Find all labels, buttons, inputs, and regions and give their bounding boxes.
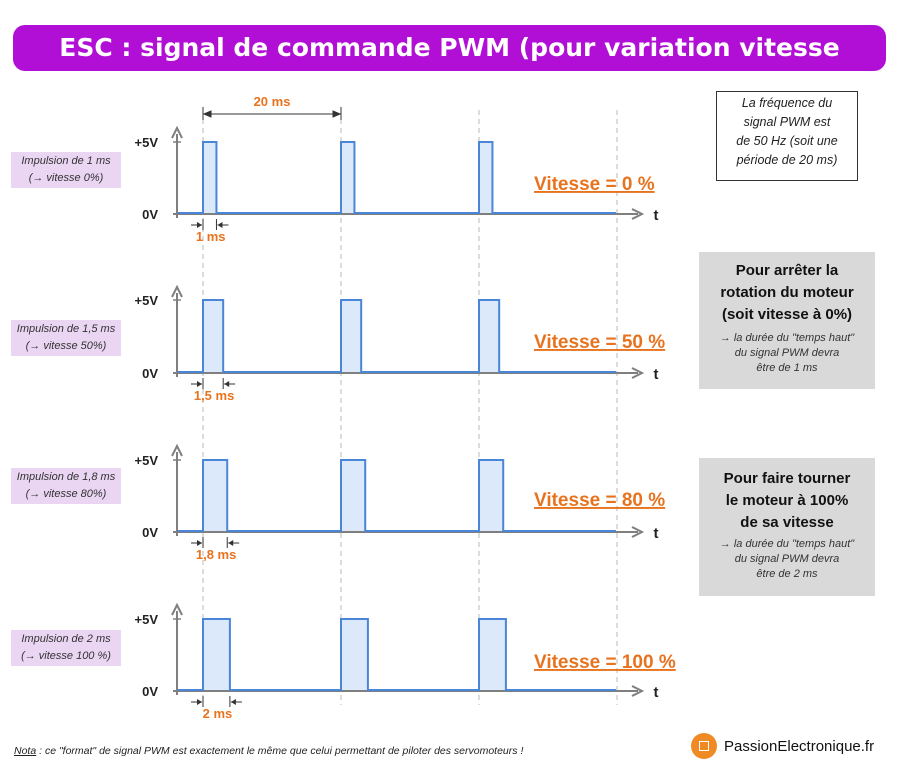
high-level-label: +5V	[135, 612, 159, 627]
pulse-fill	[479, 619, 506, 690]
side-label-line: Impulsion de 2 ms	[21, 633, 111, 645]
arrow-left-icon	[228, 540, 234, 546]
frequency-note-line: période de 20 ms)	[736, 153, 838, 167]
x-axis-arrow-icon	[631, 208, 645, 220]
x-axis-arrow-icon	[631, 685, 645, 697]
frequency-note-line: La fréquence du	[741, 96, 833, 110]
chip-logo-icon	[691, 733, 717, 759]
side-label-line: Impulsion de 1,8 ms	[16, 471, 116, 483]
time-axis-label: t	[654, 684, 659, 701]
pulse-fill	[341, 460, 366, 531]
low-level-label: 0V	[142, 684, 158, 699]
box-title-line: rotation du moteur	[720, 284, 854, 301]
box-sub-line: être de 1 ms	[756, 362, 818, 374]
brand-name: PassionElectronique.fr	[724, 737, 875, 755]
box-sub-line: être de 2 ms	[756, 568, 818, 580]
low-level-label: 0V	[142, 207, 158, 222]
box-sub-line: du signal PWM devra	[734, 347, 840, 359]
side-label-line: Impulsion de 1 ms	[21, 155, 111, 167]
high-level-label: +5V	[135, 453, 159, 468]
frequency-note-line: de 50 Hz (soit une	[736, 134, 838, 148]
low-level-label: 0V	[142, 525, 158, 540]
arrow-right-icon	[197, 540, 202, 546]
arrow-right-icon	[197, 699, 202, 705]
pulse-fill	[203, 300, 224, 372]
pulse-width-label: 1,8 ms	[196, 547, 236, 562]
pwm-signal-line	[178, 459, 616, 532]
box-title-line: de sa vitesse	[740, 514, 834, 531]
arrow-right-icon	[197, 222, 202, 228]
box-title-line: Pour arrêter la	[735, 262, 839, 279]
x-axis-arrow-icon	[631, 367, 645, 379]
arrow-left-icon	[217, 222, 223, 228]
pulse-fill	[203, 142, 217, 213]
pwm-signal-line	[178, 141, 616, 214]
frequency-note-line: signal PWM est	[743, 115, 831, 129]
arrow-right-icon	[332, 110, 342, 118]
time-axis-label: t	[654, 207, 659, 224]
arrow-left-icon	[202, 110, 212, 118]
pulse-fill	[479, 460, 504, 531]
box-sub-line: → la durée du "temps haut"	[719, 332, 855, 344]
side-label-line: (→ vitesse 80%)	[25, 488, 107, 500]
y-axis-arrow-icon	[171, 443, 183, 457]
speed-label: Vitesse = 100 %	[534, 652, 676, 673]
high-level-label: +5V	[135, 293, 159, 308]
box-title-line: le moteur à 100%	[725, 492, 849, 509]
frequency-note: La fréquence du signal PWM est de 50 Hz …	[716, 91, 858, 181]
pwm-signal-line	[178, 618, 616, 691]
nota-text: : ce "format" de signal PWM est exacteme…	[36, 745, 524, 757]
box-sub-line: → la durée du "temps haut"	[719, 538, 855, 550]
time-axis-label: t	[654, 366, 659, 383]
side-label-1-8ms: Impulsion de 1,8 ms (→ vitesse 80%)	[11, 468, 121, 504]
pulse-width-label: 2 ms	[203, 706, 233, 721]
arrow-left-icon	[230, 699, 236, 705]
side-label-line: (→ vitesse 100 %)	[21, 650, 111, 662]
low-level-label: 0V	[142, 366, 158, 381]
side-label-line: (→ vitesse 0%)	[28, 172, 104, 184]
nota-footnote: Nota : ce "format" de signal PWM est exa…	[14, 745, 523, 757]
box-title-line: Pour faire tourner	[723, 470, 851, 487]
arrow-left-icon	[224, 381, 230, 387]
y-axis-arrow-icon	[171, 284, 183, 298]
pulse-fill	[341, 619, 368, 690]
pulse-fill	[479, 300, 500, 372]
nota-label: Nota	[14, 745, 37, 757]
box-sub-line: du signal PWM devra	[734, 553, 840, 565]
side-label-line: (→ vitesse 50%)	[25, 340, 107, 352]
side-label-1ms: Impulsion de 1 ms (→ vitesse 0%)	[11, 152, 121, 188]
arrow-right-icon	[197, 381, 202, 387]
y-axis-arrow-icon	[171, 602, 183, 616]
box-title-line: (soit vitesse à 0%)	[721, 306, 853, 323]
pwm-signal-line	[178, 299, 616, 373]
y-axis-arrow-icon	[171, 125, 183, 139]
stop-motor-box: Pour arrêter la rotation du moteur (soit…	[699, 252, 875, 389]
high-level-label: +5V	[135, 135, 159, 150]
pulse-width-label: 1,5 ms	[194, 388, 234, 403]
pulse-fill	[203, 460, 228, 531]
speed-label: Vitesse = 80 %	[534, 490, 665, 511]
side-label-2ms: Impulsion de 2 ms (→ vitesse 100 %)	[11, 630, 121, 666]
full-speed-box: Pour faire tourner le moteur à 100% de s…	[699, 458, 875, 596]
pulse-fill	[341, 142, 355, 213]
side-label-1-5ms: Impulsion de 1,5 ms (→ vitesse 50%)	[11, 320, 121, 356]
pulse-width-label: 1 ms	[196, 229, 226, 244]
brand: PassionElectronique.fr	[691, 733, 874, 759]
page-title: ESC : signal de commande PWM (pour varia…	[13, 25, 886, 108]
waveform-rows: +5V 0V t 1 ms Vitesse = 0 % +5V 0V t 1,5 ms Vites…	[135, 125, 676, 721]
pulse-fill	[203, 619, 230, 690]
period-label: 20 ms	[254, 94, 291, 109]
speed-label: Vitesse = 0 %	[534, 174, 655, 195]
time-axis-label: t	[654, 525, 659, 542]
speed-label: Vitesse = 50 %	[534, 332, 665, 353]
pulse-fill	[341, 300, 362, 372]
pulse-fill	[479, 142, 493, 213]
x-axis-arrow-icon	[631, 526, 645, 538]
side-label-line: Impulsion de 1,5 ms	[16, 323, 116, 335]
